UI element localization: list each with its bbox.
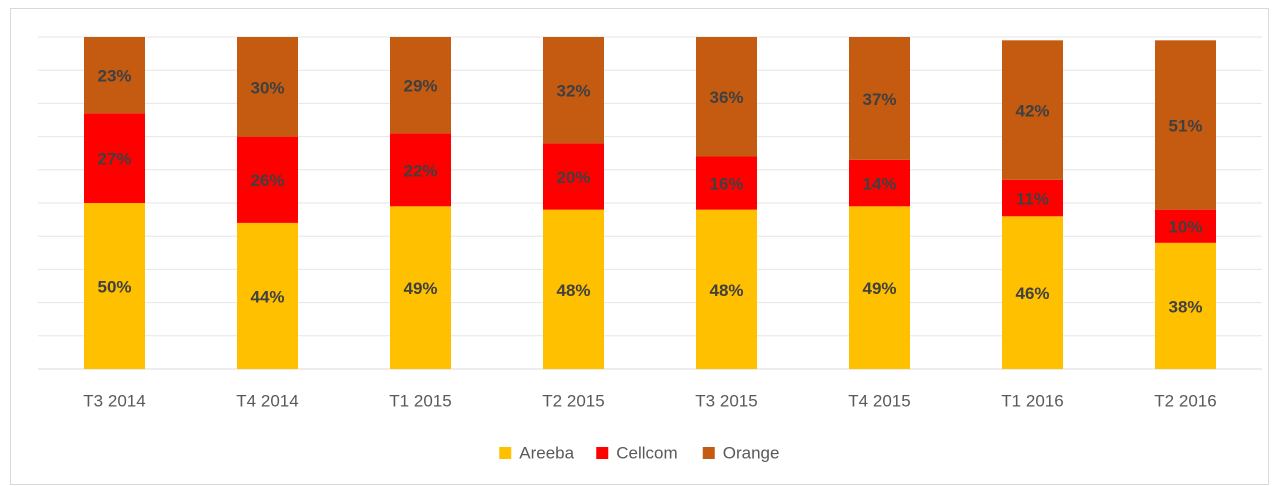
data-label: 22% <box>403 161 437 180</box>
data-label: 27% <box>97 150 131 169</box>
legend-label: Orange <box>723 443 780 462</box>
bar-segment <box>1002 179 1063 217</box>
bar-segment <box>849 159 910 207</box>
x-tick-label: T4 2015 <box>848 391 910 410</box>
bar-segment <box>390 206 451 369</box>
bar-segment <box>543 209 604 369</box>
bar-segment <box>696 156 757 210</box>
data-label: 48% <box>556 281 590 300</box>
data-label: 20% <box>556 168 590 187</box>
x-tick-label: T1 2016 <box>1001 391 1063 410</box>
bar-segment <box>696 209 757 369</box>
bar-segment <box>543 143 604 210</box>
legend-label: Cellcom <box>616 443 677 462</box>
bar-segment <box>84 203 145 369</box>
bar-segment <box>84 113 145 203</box>
data-label: 44% <box>250 287 284 306</box>
data-label: 10% <box>1168 218 1202 237</box>
bar-segment <box>1155 242 1216 369</box>
data-label: 50% <box>97 277 131 296</box>
data-label: 14% <box>862 175 896 194</box>
bar-segment <box>84 37 145 114</box>
bar-segment <box>237 136 298 223</box>
data-label: 46% <box>1015 284 1049 303</box>
data-label: 23% <box>97 67 131 86</box>
data-label: 51% <box>1168 116 1202 135</box>
bar-segment <box>390 133 451 207</box>
chart-frame <box>10 8 1269 485</box>
bar-segment <box>237 222 298 369</box>
x-tick-label: T4 2014 <box>236 391 298 410</box>
data-label: 26% <box>250 171 284 190</box>
data-label: 42% <box>1015 102 1049 121</box>
bar-segment <box>1155 40 1216 210</box>
data-label: 16% <box>709 175 743 194</box>
bar-segment <box>849 37 910 160</box>
legend-swatch <box>596 447 609 459</box>
bar-segment <box>390 37 451 134</box>
bar-segment <box>543 37 604 144</box>
data-label: 36% <box>709 88 743 107</box>
bar-segment <box>1155 209 1216 243</box>
x-tick-label: T1 2015 <box>389 391 451 410</box>
legend-swatch <box>702 447 715 459</box>
bar-segment <box>696 37 757 157</box>
bar-segment <box>849 206 910 369</box>
data-label: 49% <box>862 279 896 298</box>
data-label: 32% <box>556 82 590 101</box>
data-label: 30% <box>250 78 284 97</box>
bar-segment <box>1002 216 1063 369</box>
data-label: 49% <box>403 279 437 298</box>
bar-segment <box>237 37 298 137</box>
data-label: 29% <box>403 77 437 96</box>
bar-segment <box>1002 40 1063 180</box>
x-tick-label: T3 2014 <box>83 391 145 410</box>
data-label: 38% <box>1168 297 1202 316</box>
x-tick-label: T2 2016 <box>1154 391 1216 410</box>
x-tick-label: T3 2015 <box>695 391 757 410</box>
legend-label: Areeba <box>519 443 574 462</box>
legend-swatch <box>499 447 512 459</box>
data-label: 48% <box>709 281 743 300</box>
x-tick-label: T2 2015 <box>542 391 604 410</box>
data-label: 37% <box>862 90 896 109</box>
data-label: 11% <box>1016 190 1049 209</box>
